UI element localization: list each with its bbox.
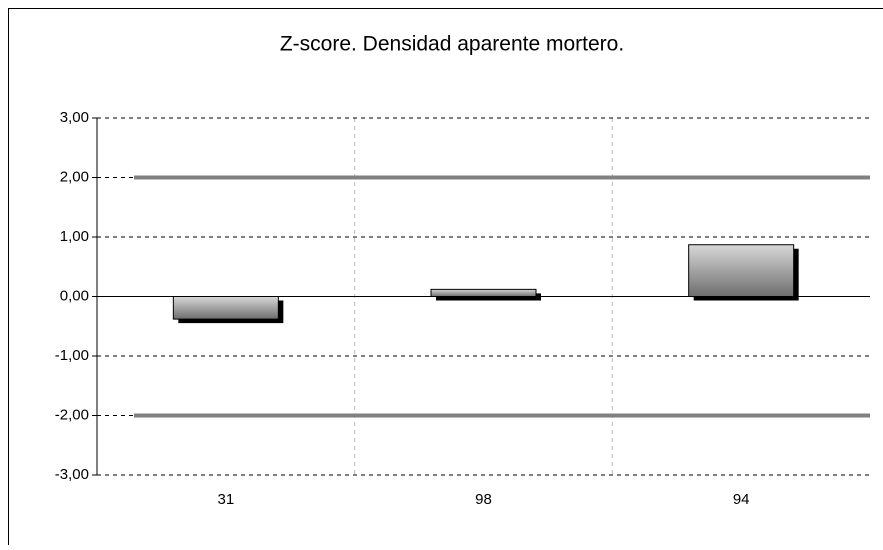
y-tick-label: 2,00: [60, 168, 89, 185]
y-tick-label: 1,00: [60, 228, 89, 245]
bar: [173, 297, 278, 320]
chart-title: Z-score. Densidad aparente mortero.: [280, 33, 624, 56]
y-tick-label: -3,00: [55, 466, 89, 483]
y-tick-label: -1,00: [55, 347, 89, 364]
x-tick-label: 98: [475, 491, 492, 508]
x-tick-label: 94: [733, 491, 750, 508]
y-tick-label: -2,00: [55, 406, 89, 423]
bar: [689, 245, 794, 297]
y-tick-label: 3,00: [60, 109, 89, 126]
y-tick-label: 0,00: [60, 287, 89, 304]
x-tick-label: 31: [217, 491, 234, 508]
bar: [431, 289, 536, 296]
